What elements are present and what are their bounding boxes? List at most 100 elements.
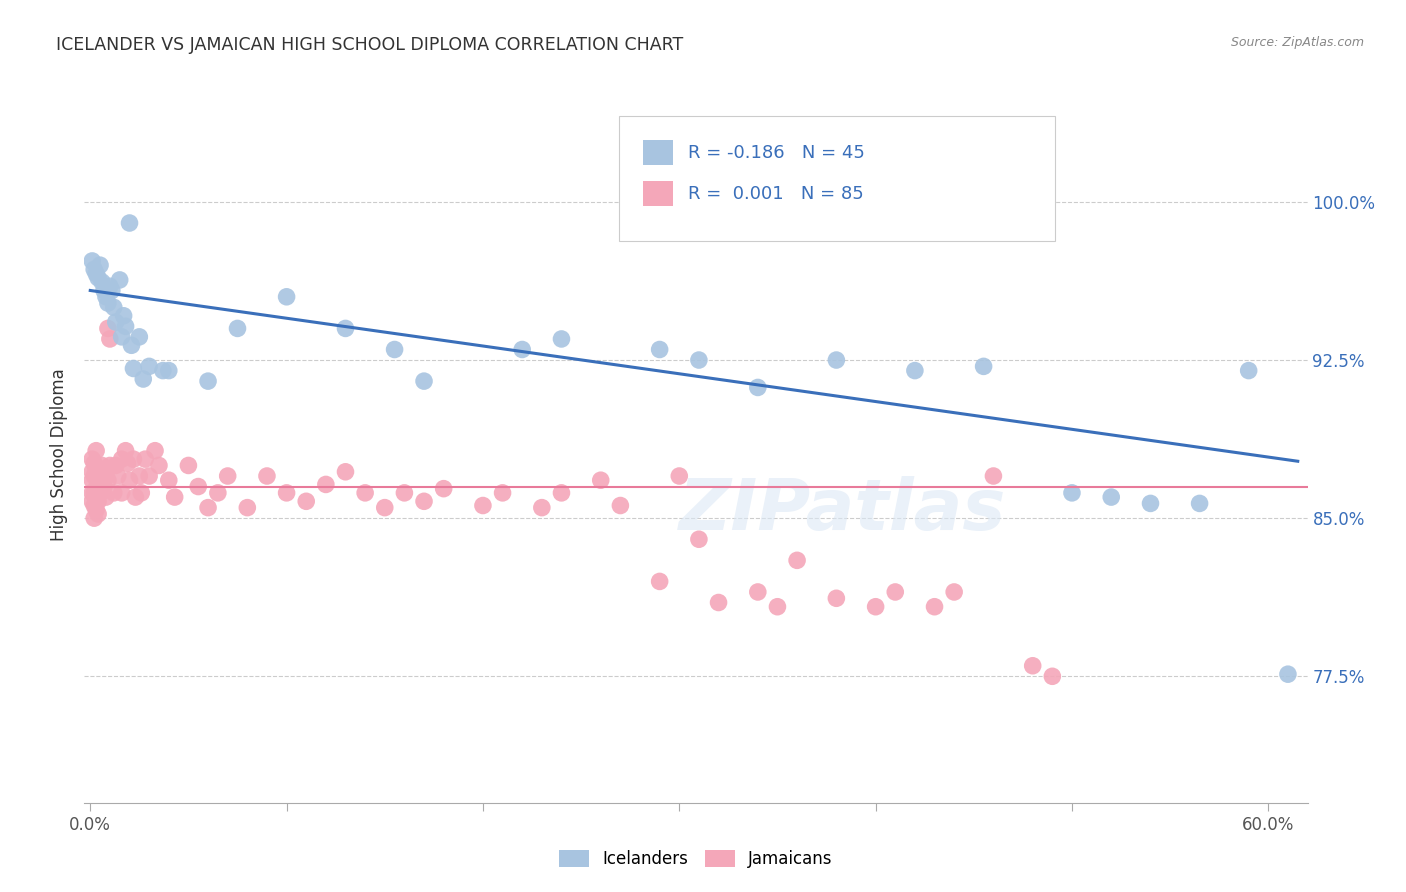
Point — [103, 301, 125, 315]
Point — [98, 332, 121, 346]
Point — [134, 452, 156, 467]
Point — [91, 477, 114, 491]
Point — [143, 443, 166, 458]
Point — [118, 216, 141, 230]
Point — [84, 502, 107, 516]
Point — [688, 353, 710, 368]
Point — [114, 443, 136, 458]
Point — [973, 359, 995, 374]
Point — [138, 469, 160, 483]
Point — [207, 486, 229, 500]
Point — [138, 359, 160, 374]
Point — [413, 374, 436, 388]
Point — [83, 262, 105, 277]
Point — [94, 290, 117, 304]
Point — [1237, 363, 1260, 377]
Point — [93, 284, 115, 298]
Point — [89, 258, 111, 272]
Point — [1099, 490, 1122, 504]
Point — [550, 486, 572, 500]
Point — [374, 500, 396, 515]
Point — [394, 486, 416, 500]
Point — [256, 469, 278, 483]
Point — [747, 585, 769, 599]
Point — [122, 452, 145, 467]
Point — [97, 321, 120, 335]
Point — [97, 473, 120, 487]
Point — [87, 507, 110, 521]
Point — [111, 452, 134, 467]
Point — [157, 363, 180, 377]
Point — [93, 463, 115, 477]
Text: R = -0.186   N = 45: R = -0.186 N = 45 — [688, 144, 865, 161]
Point — [84, 482, 107, 496]
Point — [152, 363, 174, 377]
Point — [84, 490, 107, 504]
Point — [121, 338, 143, 352]
Point — [589, 473, 612, 487]
Point — [550, 332, 572, 346]
Point — [107, 469, 129, 483]
Point — [112, 309, 135, 323]
Point — [111, 330, 134, 344]
Point — [83, 511, 105, 525]
Point — [91, 458, 114, 473]
Point — [83, 486, 105, 500]
Point — [91, 275, 114, 289]
Point — [117, 456, 139, 470]
Point — [187, 479, 209, 493]
Point — [865, 599, 887, 614]
Point — [983, 469, 1005, 483]
Point — [236, 500, 259, 515]
Point — [118, 473, 141, 487]
Point — [89, 469, 111, 483]
Point — [89, 486, 111, 500]
Text: ZIPatlas: ZIPatlas — [679, 476, 1007, 545]
Point — [335, 465, 357, 479]
Point — [83, 469, 105, 483]
Point — [83, 499, 105, 513]
Point — [84, 443, 107, 458]
Point — [1139, 496, 1161, 510]
Point — [1188, 496, 1211, 510]
Point — [354, 486, 377, 500]
Point — [177, 458, 200, 473]
Point — [82, 473, 104, 487]
Point — [87, 479, 110, 493]
Point — [103, 486, 125, 500]
Point — [315, 477, 337, 491]
Point — [648, 343, 671, 357]
Point — [128, 330, 150, 344]
Point — [93, 479, 115, 493]
Point — [943, 585, 966, 599]
Point — [94, 469, 117, 483]
Point — [707, 595, 730, 609]
Point — [98, 458, 121, 473]
Point — [384, 343, 406, 357]
Text: R =  0.001   N = 85: R = 0.001 N = 85 — [688, 185, 863, 202]
Point — [825, 353, 848, 368]
Point — [101, 284, 124, 298]
Point — [83, 456, 105, 470]
Point — [226, 321, 249, 335]
Point — [197, 374, 219, 388]
Point — [786, 553, 808, 567]
Point — [1040, 669, 1063, 683]
Y-axis label: High School Diploma: High School Diploma — [51, 368, 69, 541]
Point — [433, 482, 456, 496]
Point — [747, 380, 769, 394]
Text: ICELANDER VS JAMAICAN HIGH SCHOOL DIPLOMA CORRELATION CHART: ICELANDER VS JAMAICAN HIGH SCHOOL DIPLOM… — [56, 36, 683, 54]
Point — [84, 267, 107, 281]
Point — [94, 490, 117, 504]
Point — [124, 490, 146, 504]
Point — [82, 494, 104, 508]
Point — [510, 343, 533, 357]
Point — [766, 599, 789, 614]
Legend: Icelanders, Jamaicans: Icelanders, Jamaicans — [553, 843, 839, 874]
Point — [471, 499, 494, 513]
Point — [82, 254, 104, 268]
Point — [163, 490, 186, 504]
Point — [104, 315, 127, 329]
Point — [295, 494, 318, 508]
Point — [87, 494, 110, 508]
